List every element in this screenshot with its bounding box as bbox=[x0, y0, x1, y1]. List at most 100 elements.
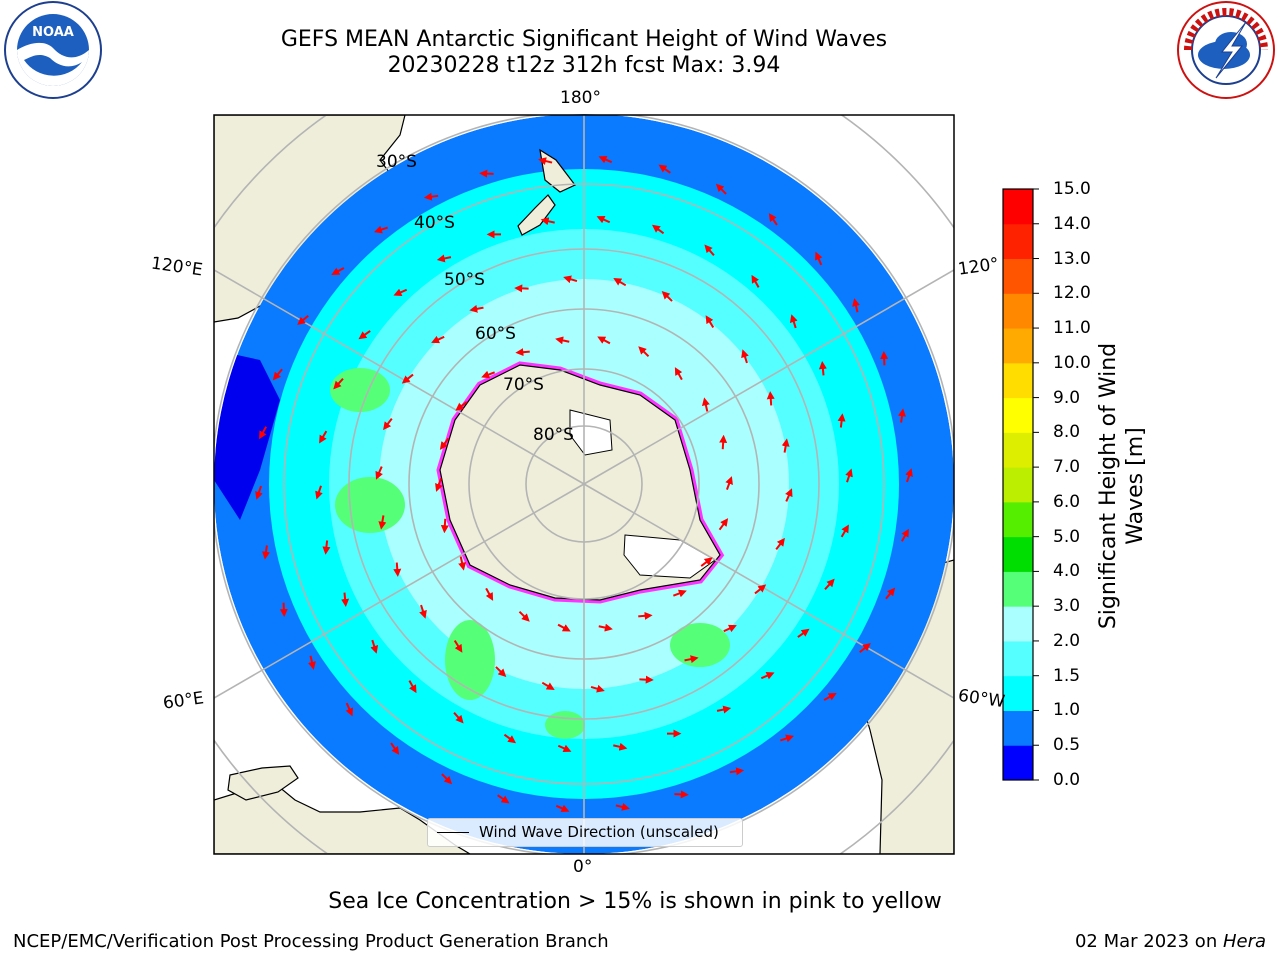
colorbar-segment bbox=[1003, 501, 1033, 538]
wave-direction-arrow bbox=[374, 225, 388, 234]
colorbar-segment bbox=[1003, 328, 1033, 364]
colorbar-segment bbox=[1003, 432, 1033, 468]
wave-direction-arrow bbox=[780, 734, 794, 743]
colorbar-tick-label: 11.0 bbox=[1053, 318, 1091, 339]
wind-wave-arrows bbox=[255, 155, 913, 813]
wave-direction-arrow bbox=[393, 562, 402, 577]
wave-direction-arrow bbox=[503, 733, 517, 744]
wave-direction-arrow bbox=[885, 587, 896, 600]
wave-direction-arrow bbox=[319, 430, 328, 444]
wave-direction-arrow bbox=[705, 315, 715, 328]
wave-direction-arrow bbox=[725, 476, 733, 490]
wave-direction-arrow bbox=[716, 705, 732, 714]
madagascar-landmass bbox=[227, 765, 299, 801]
ice-shelf-ross bbox=[569, 409, 613, 456]
footer-date: 02 Mar 2023 on Hera bbox=[1074, 931, 1266, 952]
colorbar-tick-label: 15.0 bbox=[1053, 179, 1091, 199]
wave-direction-arrow bbox=[322, 540, 331, 555]
sea-ice-note: Sea Ice Concentration > 15% is shown in … bbox=[328, 889, 942, 914]
wave-direction-arrow bbox=[255, 485, 263, 500]
wave-direction-arrow bbox=[383, 418, 393, 431]
wave-direction-arrow bbox=[401, 373, 414, 384]
wave-direction-arrow bbox=[375, 466, 383, 480]
colorbar-tick-label: 9.0 bbox=[1053, 387, 1081, 408]
wave-direction-arrow bbox=[514, 284, 529, 293]
wave-direction-arrow bbox=[453, 712, 464, 724]
wave-direction-arrow bbox=[331, 267, 345, 275]
wave-direction-arrow bbox=[272, 368, 283, 381]
wave-direction-arrow bbox=[768, 213, 778, 226]
wave-direction-arrow bbox=[308, 655, 316, 670]
map-legend: Wind Wave Direction (unscaled) bbox=[427, 818, 743, 847]
wave-direction-arrow bbox=[378, 515, 387, 530]
colorbar-tick-label: 12.0 bbox=[1053, 283, 1091, 304]
wave-direction-arrow bbox=[479, 169, 494, 178]
colorbar-segment bbox=[1003, 606, 1033, 642]
colorbar-segment bbox=[1003, 258, 1033, 294]
wave-direction-arrow bbox=[789, 314, 798, 329]
wave-direction-arrow bbox=[515, 348, 530, 357]
wave-direction-arrow bbox=[540, 217, 555, 226]
wave-direction-arrow bbox=[439, 437, 450, 450]
wave-direction-arrow bbox=[651, 224, 665, 235]
wave-direction-arrow bbox=[615, 803, 630, 811]
noaa-logo-icon: NOAA bbox=[4, 1, 102, 99]
wave-direction-arrow bbox=[315, 485, 323, 500]
wave-direction-arrow bbox=[837, 413, 846, 428]
wave-direction-arrow bbox=[563, 275, 578, 284]
wave-direction-arrow bbox=[638, 346, 650, 358]
wave-direction-arrow bbox=[719, 434, 728, 450]
wave-direction-arrow bbox=[754, 584, 767, 595]
wave-direction-arrow bbox=[598, 623, 613, 632]
wave-direction-arrow bbox=[639, 675, 654, 684]
colorbar-tick-label: 0.5 bbox=[1053, 735, 1081, 756]
svg-text:NOAA: NOAA bbox=[32, 25, 74, 40]
wave-direction-arrow bbox=[845, 468, 853, 483]
colorbar-tick-label: 13.0 bbox=[1053, 248, 1091, 269]
lat-label-80s: 80°S bbox=[533, 425, 574, 445]
wave-direction-arrow bbox=[880, 350, 889, 366]
colorbar-tick-label: 3.0 bbox=[1053, 596, 1081, 617]
colorbar-tick-label: 7.0 bbox=[1053, 457, 1081, 478]
wave-direction-arrow bbox=[781, 438, 790, 453]
wave-direction-arrow bbox=[485, 587, 494, 601]
wave-direction-arrow bbox=[279, 602, 288, 618]
wave-direction-arrow bbox=[785, 488, 793, 502]
colorbar-segment bbox=[1003, 745, 1033, 781]
colorbar-tick-label: 14.0 bbox=[1053, 213, 1091, 234]
wave-direction-arrow bbox=[518, 610, 530, 622]
wave-direction-arrow bbox=[597, 336, 611, 345]
wave-direction-arrow bbox=[390, 742, 400, 755]
wave-direction-arrow bbox=[613, 278, 627, 287]
lon-label-180: 180° bbox=[560, 88, 601, 108]
wave-direction-arrow bbox=[431, 335, 445, 344]
wave-direction-arrow bbox=[453, 640, 463, 653]
wave-direction-arrow bbox=[658, 164, 671, 174]
wave-direction-arrow bbox=[760, 672, 775, 680]
wave-direction-arrow bbox=[613, 742, 628, 751]
colorbar-tick-label: 2.0 bbox=[1053, 630, 1081, 651]
colorbar-segment bbox=[1003, 397, 1033, 433]
wave-direction-arrow bbox=[701, 397, 710, 412]
map-frame bbox=[213, 114, 955, 855]
wave-direction-arrow bbox=[458, 556, 467, 571]
wave-direction-arrow bbox=[419, 604, 427, 619]
legend-line-icon bbox=[437, 832, 469, 834]
wave-direction-arrow bbox=[345, 702, 353, 717]
colorbar-segment bbox=[1003, 536, 1033, 572]
wave-direction-arrow bbox=[436, 254, 452, 263]
wave-direction-arrow bbox=[901, 528, 909, 542]
wave-direction-arrow bbox=[718, 518, 729, 531]
wave-direction-arrow bbox=[797, 628, 810, 638]
footer-credit: NCEP/EMC/Verification Post Processing Pr… bbox=[13, 931, 609, 952]
wave-direction-arrow bbox=[408, 680, 417, 694]
wave-direction-arrow bbox=[824, 578, 835, 590]
wave-direction-arrow bbox=[393, 288, 408, 296]
wave-direction-arrow bbox=[729, 767, 745, 776]
colorbar-segment bbox=[1003, 571, 1033, 607]
wave-direction-arrow bbox=[555, 336, 570, 345]
wave-direction-arrow bbox=[481, 370, 496, 379]
wave-direction-arrow bbox=[815, 251, 823, 266]
wave-direction-arrow bbox=[469, 304, 484, 313]
wave-direction-arrow bbox=[723, 624, 737, 633]
